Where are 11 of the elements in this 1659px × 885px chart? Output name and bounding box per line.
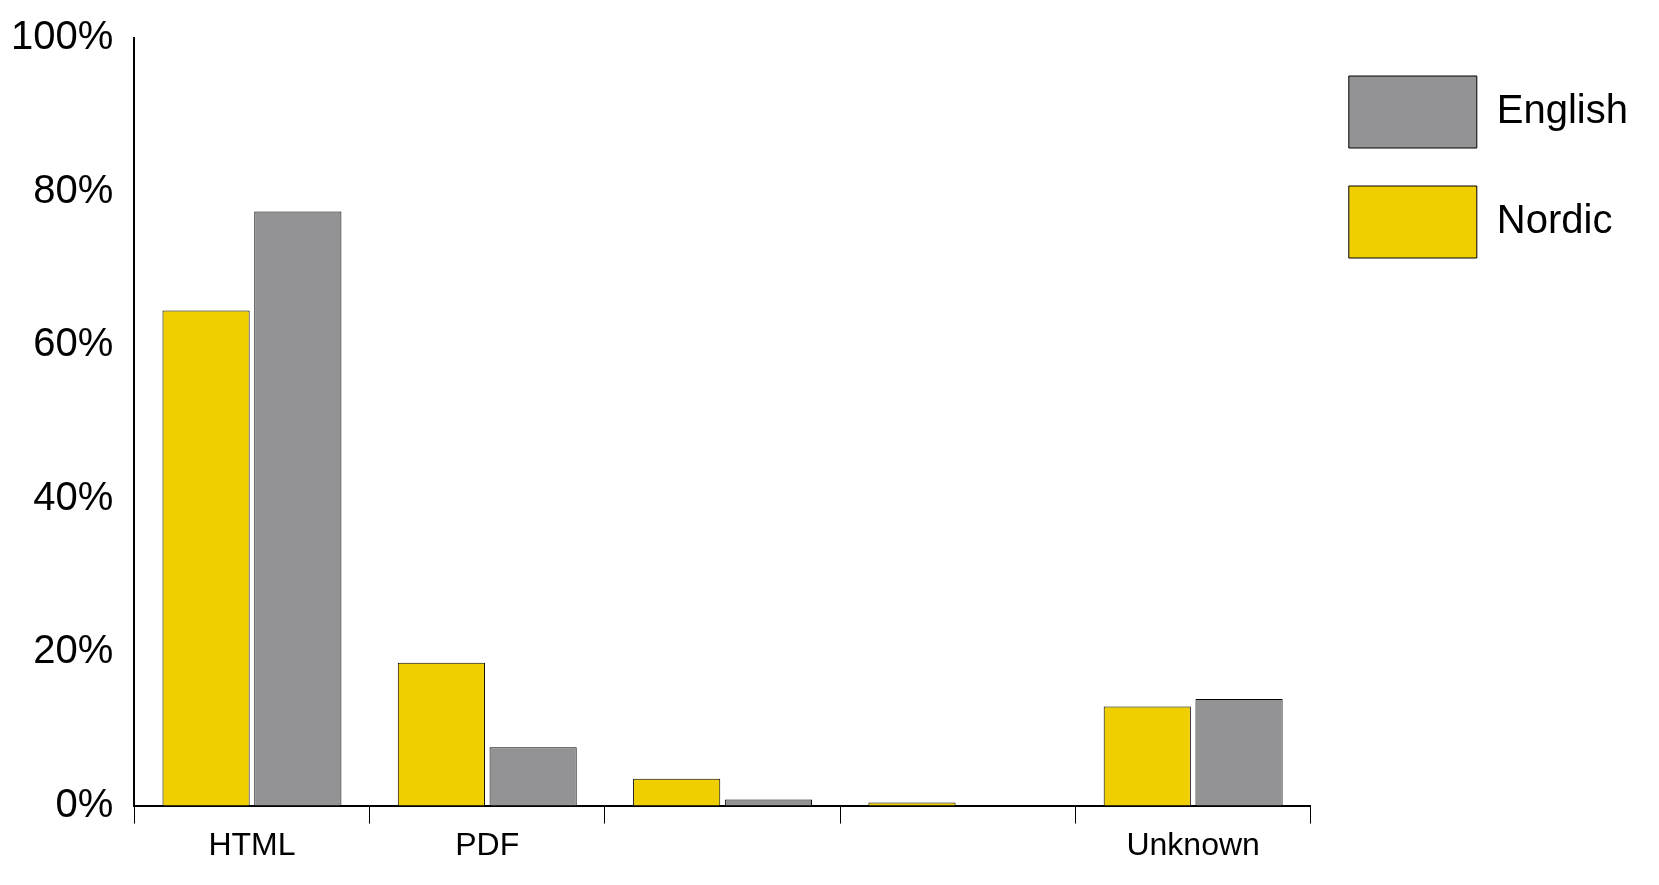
y-tick-label: 80% — [33, 166, 114, 211]
x-tick-label: PDF — [455, 825, 520, 862]
y-tick-label: 60% — [33, 320, 114, 365]
x-tick-label: Unknown — [1126, 825, 1260, 862]
y-tick-label: 40% — [33, 473, 114, 518]
legend-label: Nordic — [1496, 197, 1613, 242]
legend-label: English — [1496, 87, 1629, 132]
x-tick-label: HTML — [208, 825, 296, 862]
y-tick-label: 0% — [55, 780, 114, 825]
y-tick-label: 100% — [10, 13, 114, 58]
y-tick-label: 20% — [33, 627, 114, 672]
